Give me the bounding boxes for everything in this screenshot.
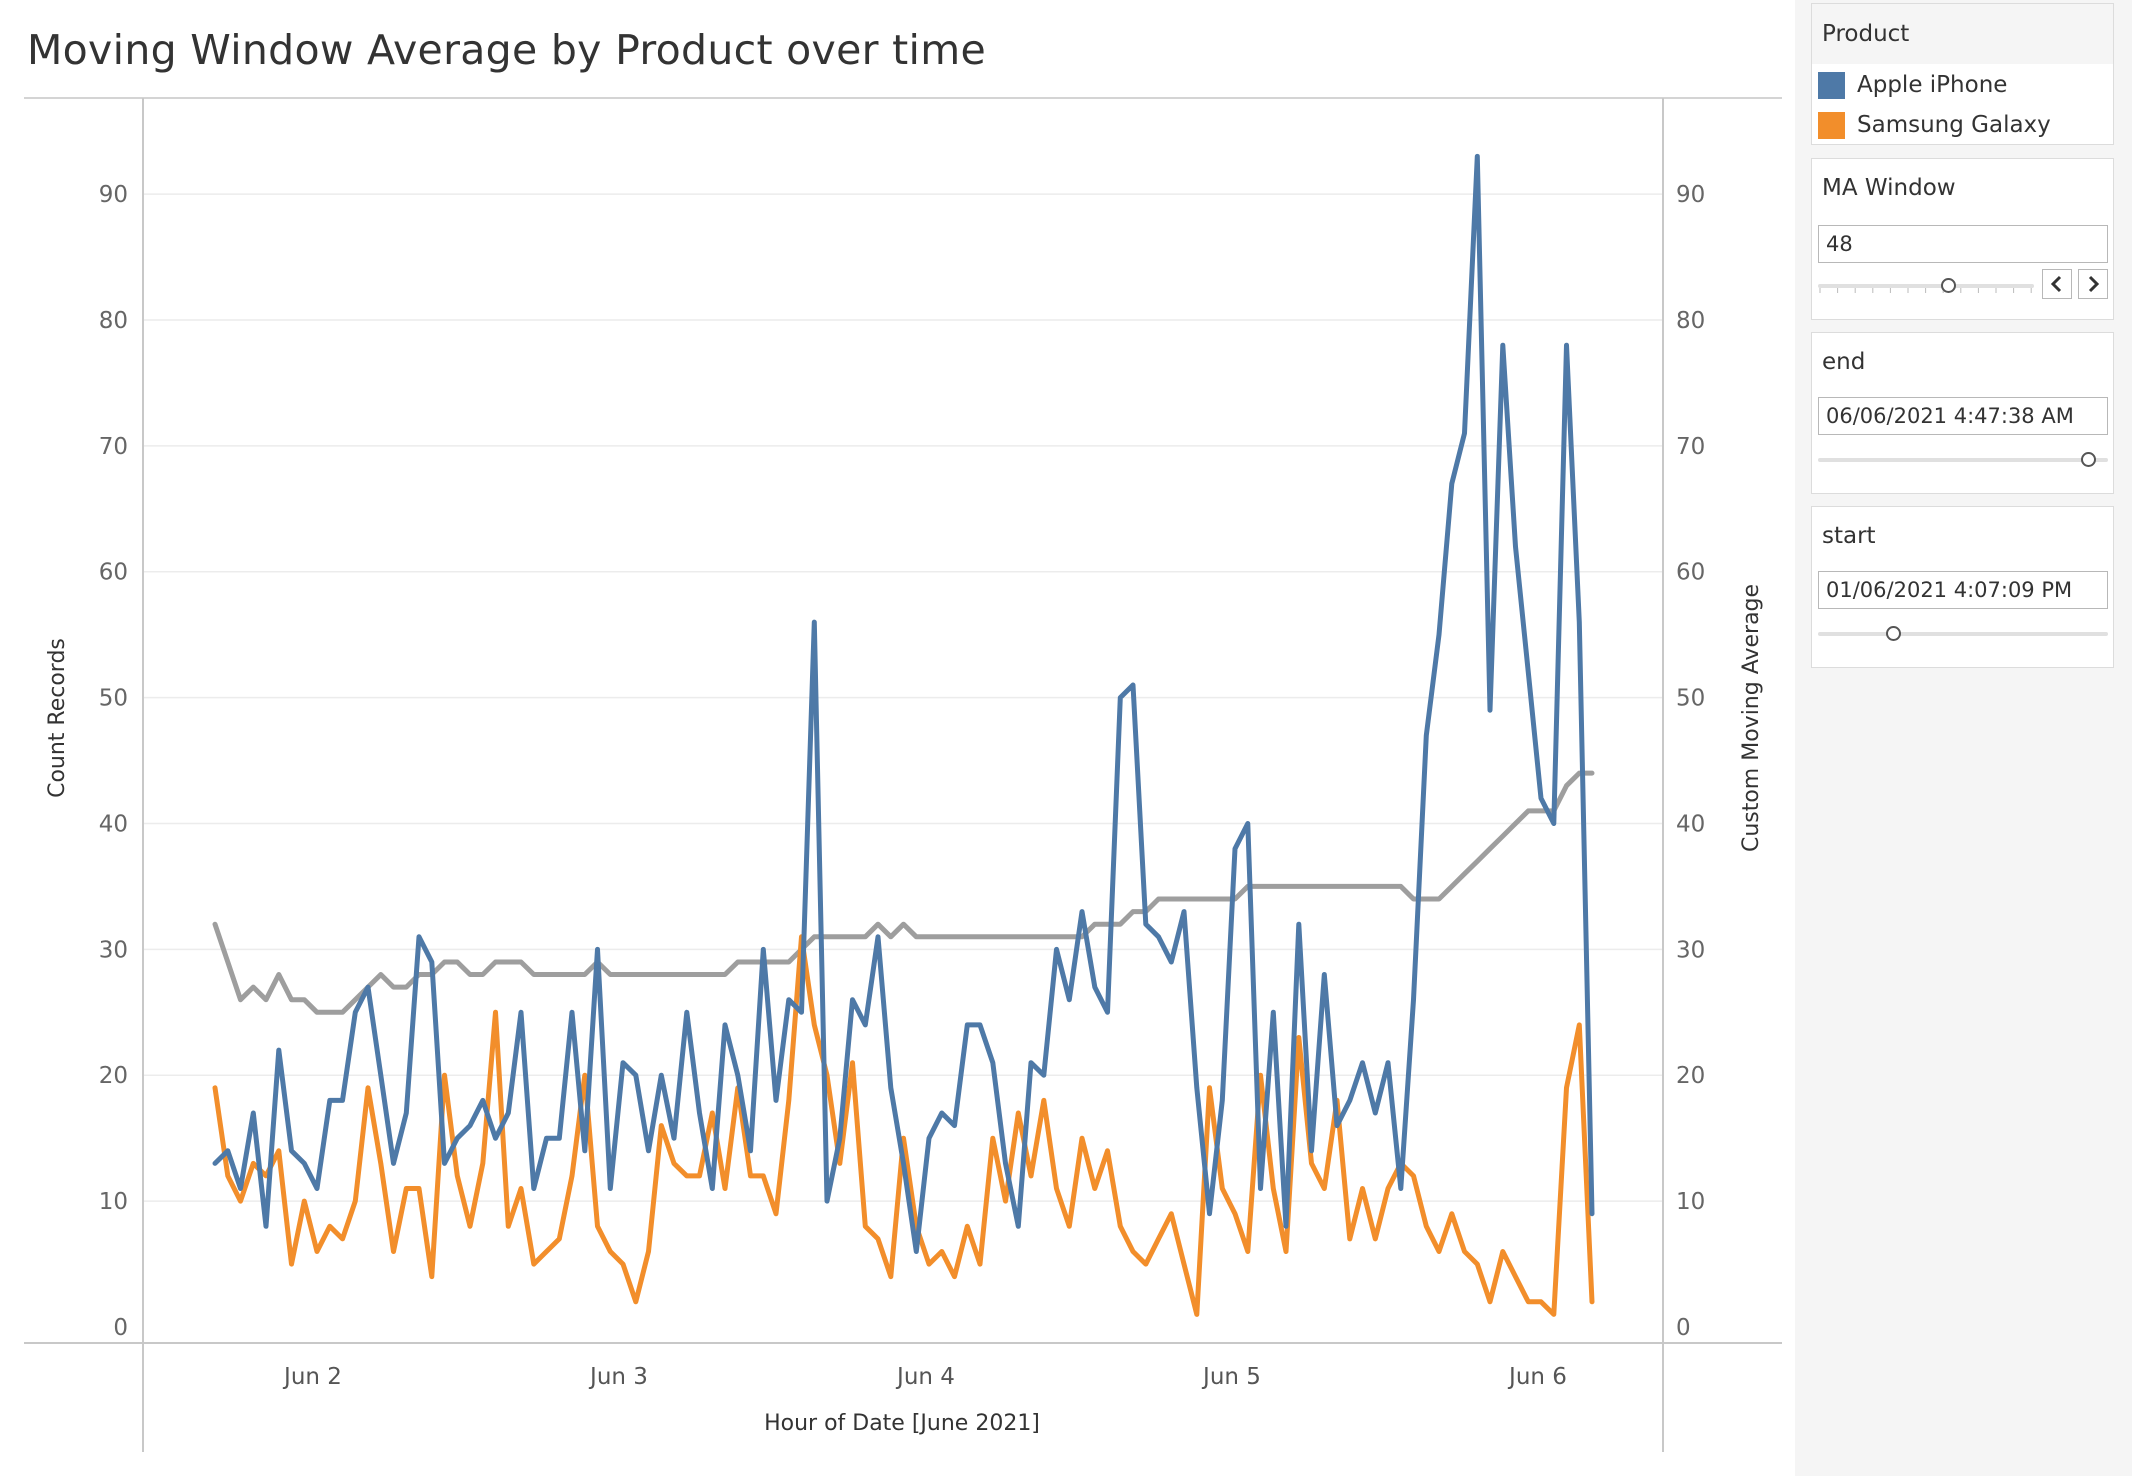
x-tick-label: Jun 6	[1507, 1364, 1567, 1390]
x-tick-label: Jun 5	[1201, 1364, 1261, 1390]
y-tick-label-left: 10	[99, 1189, 128, 1215]
y-tick-label-right: 50	[1676, 686, 1705, 712]
custom-moving-average-line[interactable]	[212, 770, 1595, 1015]
y-axis-right-ticks: 0 10 20 30 40 50 60 70 80 90	[1676, 182, 1705, 1341]
y-axis-left-label: Count Records	[45, 638, 70, 798]
chart-title: Moving Window Average by Product over ti…	[27, 26, 986, 74]
ma-window-title: MA Window	[1822, 175, 1956, 201]
y-tick-label-right: 90	[1676, 182, 1705, 208]
start-param-title: start	[1822, 523, 1876, 549]
x-tick-label: Jun 2	[282, 1364, 342, 1390]
y-tick-label-right: 0	[1676, 1315, 1691, 1341]
ma-window-card: MA Window 48	[1811, 158, 2114, 320]
y-tick-label-right: 60	[1676, 560, 1705, 586]
legend-swatch-apple	[1818, 71, 1845, 99]
start-slider-thumb[interactable]	[1886, 626, 1902, 641]
gridlines	[143, 193, 1663, 1202]
samsung-galaxy-line[interactable]	[212, 934, 1595, 1317]
y-tick-label-left: 90	[99, 182, 128, 208]
start-date-input[interactable]: 01/06/2021 4:07:09 PM	[1818, 571, 2108, 609]
y-tick-label-left: 60	[99, 560, 128, 586]
chart-pane: Moving Window Average by Product over ti…	[0, 0, 1796, 1476]
y-tick-label-left: 30	[99, 937, 128, 963]
apple-iphone-line[interactable]	[212, 153, 1595, 1254]
x-axis-ticks: Jun 2 Jun 3 Jun 4 Jun 5 Jun 6	[282, 1364, 1567, 1390]
end-param-title: end	[1822, 349, 1866, 375]
legend-item-samsung-galaxy[interactable]: Samsung Galaxy	[1818, 110, 2051, 140]
legend-item-label: Samsung Galaxy	[1857, 112, 2051, 138]
end-slider-thumb[interactable]	[2080, 452, 2096, 467]
ma-window-slider-ticks	[1819, 288, 2032, 293]
sidebar: Product Apple iPhone Samsung Galaxy MA W…	[1795, 0, 2132, 1476]
x-axis-label: Hour of Date [June 2021]	[764, 1411, 1040, 1436]
series-layer[interactable]	[212, 153, 1595, 1317]
ma-window-input[interactable]: 48	[1818, 225, 2108, 263]
start-param-card: start 01/06/2021 4:07:09 PM	[1811, 506, 2114, 668]
end-date-input[interactable]: 06/06/2021 4:47:38 AM	[1818, 397, 2108, 435]
legend-item-label: Apple iPhone	[1857, 72, 2008, 98]
y-tick-label-right: 30	[1676, 937, 1705, 963]
y-tick-label-right: 10	[1676, 1189, 1705, 1215]
end-slider-track[interactable]	[1818, 458, 2108, 462]
x-tick-label: Jun 4	[895, 1364, 955, 1390]
ma-window-slider-track[interactable]	[1818, 284, 2034, 288]
x-tick-label: Jun 3	[588, 1364, 648, 1390]
y-tick-label-right: 40	[1676, 811, 1705, 837]
legend-header	[1812, 4, 2113, 64]
start-slider-track[interactable]	[1818, 632, 2108, 636]
chevron-left-icon	[2050, 275, 2062, 293]
y-axis-left-ticks: 0 10 20 30 40 50 60 70 80 90	[99, 182, 128, 1341]
ma-window-slider-thumb[interactable]	[1940, 278, 1956, 293]
y-tick-label-right: 80	[1676, 308, 1705, 334]
y-tick-label-left: 0	[113, 1315, 128, 1341]
legend-card: Product Apple iPhone Samsung Galaxy	[1811, 3, 2114, 145]
ma-window-next-button[interactable]	[2078, 269, 2108, 299]
y-tick-label-left: 50	[99, 686, 128, 712]
y-axis-right-label: Custom Moving Average	[1739, 584, 1764, 852]
ma-window-prev-button[interactable]	[2042, 269, 2072, 299]
legend-item-apple-iphone[interactable]: Apple iPhone	[1818, 70, 2007, 100]
chevron-right-icon	[2088, 275, 2100, 293]
y-tick-label-left: 40	[99, 811, 128, 837]
y-tick-label-left: 80	[99, 308, 128, 334]
legend-swatch-samsung	[1818, 111, 1845, 139]
y-tick-label-right: 20	[1676, 1063, 1705, 1089]
y-tick-label-left: 70	[99, 434, 128, 460]
end-param-card: end 06/06/2021 4:47:38 AM	[1811, 332, 2114, 494]
y-tick-label-left: 20	[99, 1063, 128, 1089]
y-tick-label-right: 70	[1676, 434, 1705, 460]
legend-title: Product	[1822, 21, 1910, 47]
